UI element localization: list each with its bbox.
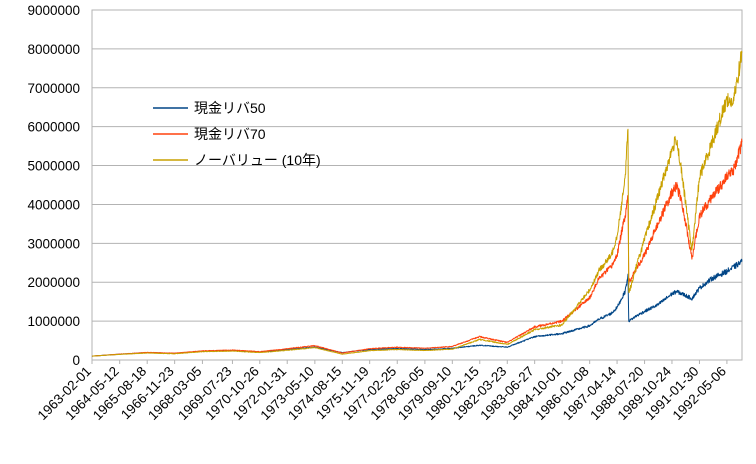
y-tick-label: 4000000: [27, 197, 80, 212]
series-line-cash-reba-70: [91, 138, 743, 357]
legend: 現金リバ50 現金リバ70 ノーバリュー (10年): [153, 100, 321, 168]
legend-label-no-value-10y: ノーバリュー (10年): [194, 152, 321, 168]
series-group: [91, 50, 743, 357]
series-line-no-value-10y: [91, 50, 743, 357]
y-tick-label: 7000000: [27, 81, 80, 96]
x-axis: 1963-02-011964-05-121965-08-181966-11-23…: [35, 360, 729, 423]
y-tick-label: 5000000: [27, 159, 80, 174]
series-line-cash-reba-50: [91, 258, 743, 357]
plot-area: [91, 9, 743, 361]
y-axis: 0 1000000 2000000 3000000 4000000 5000000 6000…: [27, 3, 80, 368]
y-tick-label: 2000000: [27, 275, 80, 290]
y-tick-label: 8000000: [27, 42, 80, 57]
y-tick-label: 1000000: [27, 314, 80, 329]
y-tick-label: 0: [72, 353, 80, 368]
y-tick-label: 9000000: [27, 3, 80, 18]
gridlines: [92, 9, 742, 361]
y-tick-label: 6000000: [27, 120, 80, 135]
legend-label-cash-reba-50: 現金リバ50: [194, 100, 266, 116]
y-tick-label: 3000000: [27, 236, 80, 251]
legend-label-cash-reba-70: 現金リバ70: [194, 126, 266, 142]
